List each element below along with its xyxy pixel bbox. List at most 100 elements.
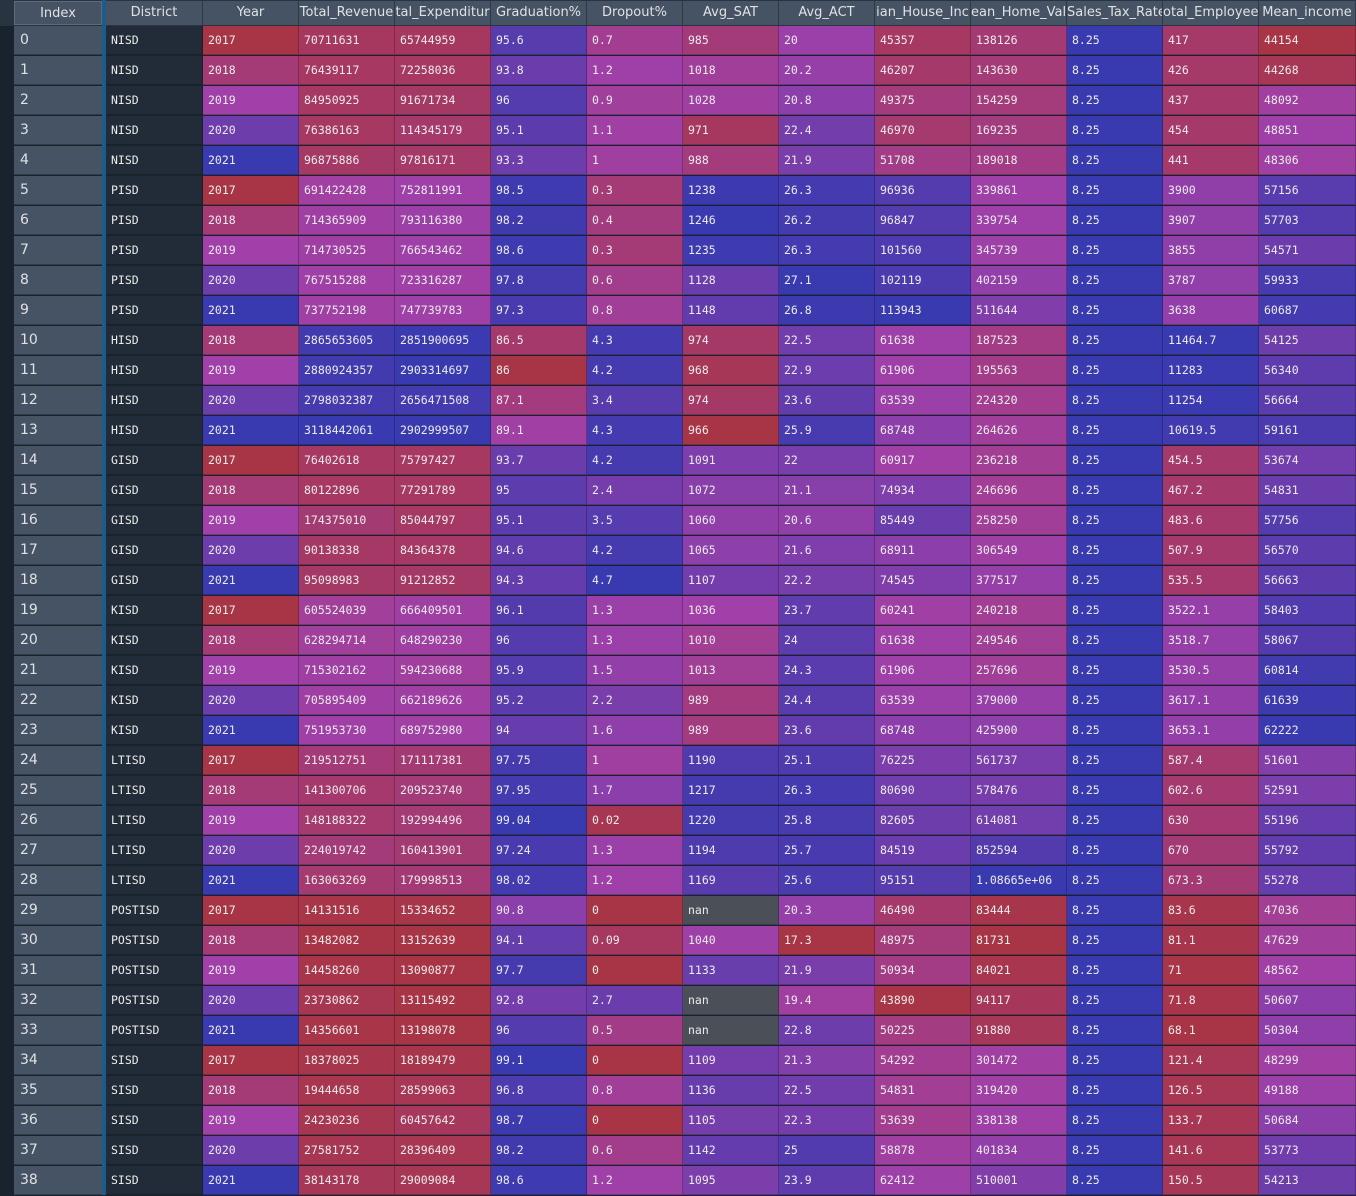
table-cell[interactable]: 22.9 xyxy=(779,356,875,385)
table-cell[interactable]: 98.6 xyxy=(491,1166,587,1195)
table-cell[interactable]: 20.3 xyxy=(779,896,875,925)
table-cell[interactable]: POSTISD xyxy=(106,1016,203,1045)
table-cell[interactable]: 163063269 xyxy=(299,866,395,895)
table-cell[interactable]: 3518.7 xyxy=(1163,626,1259,655)
table-cell[interactable]: 673.3 xyxy=(1163,866,1259,895)
table-cell[interactable]: 26.3 xyxy=(779,236,875,265)
table-cell[interactable]: 98.2 xyxy=(491,206,587,235)
table-cell[interactable]: 767515288 xyxy=(299,266,395,295)
table-cell[interactable]: 535.5 xyxy=(1163,566,1259,595)
table-cell[interactable]: 68748 xyxy=(875,416,971,445)
table-cell[interactable]: 11254 xyxy=(1163,386,1259,415)
table-cell[interactable]: 1133 xyxy=(683,956,779,985)
table-cell[interactable]: 345739 xyxy=(971,236,1067,265)
table-cell[interactable]: 1235 xyxy=(683,236,779,265)
table-cell[interactable]: 55278 xyxy=(1259,866,1356,895)
row-index[interactable]: 1 xyxy=(14,56,102,85)
table-cell[interactable]: 15334652 xyxy=(395,896,491,925)
table-cell[interactable]: 257696 xyxy=(971,656,1067,685)
table-cell[interactable]: 974 xyxy=(683,386,779,415)
table-cell[interactable]: 224320 xyxy=(971,386,1067,415)
table-cell[interactable]: 148188322 xyxy=(299,806,395,835)
table-cell[interactable]: 0.9 xyxy=(587,86,683,115)
table-cell[interactable]: 2017 xyxy=(203,746,299,775)
column-header[interactable]: ian_House_Inc xyxy=(875,1,971,25)
table-cell[interactable]: LTISD xyxy=(106,836,203,865)
table-cell[interactable]: 1136 xyxy=(683,1076,779,1105)
column-header[interactable]: Mean_income xyxy=(1259,1,1356,25)
table-cell[interactable]: 8.25 xyxy=(1067,836,1163,865)
table-cell[interactable]: LTISD xyxy=(106,776,203,805)
table-cell[interactable]: 48299 xyxy=(1259,1046,1356,1075)
table-cell[interactable]: 1107 xyxy=(683,566,779,595)
row-index[interactable]: 17 xyxy=(14,536,102,565)
table-cell[interactable]: 985 xyxy=(683,26,779,55)
table-cell[interactable]: 54213 xyxy=(1259,1166,1356,1195)
table-cell[interactable]: 1217 xyxy=(683,776,779,805)
table-cell[interactable]: 8.25 xyxy=(1067,56,1163,85)
table-cell[interactable]: 614081 xyxy=(971,806,1067,835)
table-cell[interactable]: 98.6 xyxy=(491,236,587,265)
table-cell[interactable]: GISD xyxy=(106,536,203,565)
table-cell[interactable]: 13482082 xyxy=(299,926,395,955)
table-cell[interactable]: 97816171 xyxy=(395,146,491,175)
table-cell[interactable]: KISD xyxy=(106,716,203,745)
table-cell[interactable]: nan xyxy=(683,896,779,925)
row-index[interactable]: 34 xyxy=(14,1046,102,1075)
table-cell[interactable]: 47036 xyxy=(1259,896,1356,925)
table-cell[interactable]: 81.1 xyxy=(1163,926,1259,955)
table-cell[interactable]: 48306 xyxy=(1259,146,1356,175)
table-cell[interactable]: 2017 xyxy=(203,1046,299,1075)
table-cell[interactable]: 76402618 xyxy=(299,446,395,475)
table-cell[interactable]: 80122896 xyxy=(299,476,395,505)
table-cell[interactable]: 62412 xyxy=(875,1166,971,1195)
table-cell[interactable]: 21.9 xyxy=(779,956,875,985)
table-cell[interactable]: 91212852 xyxy=(395,566,491,595)
table-cell[interactable]: 1.2 xyxy=(587,56,683,85)
table-cell[interactable]: 1060 xyxy=(683,506,779,535)
table-cell[interactable]: 171117381 xyxy=(395,746,491,775)
table-cell[interactable]: 25.6 xyxy=(779,866,875,895)
table-cell[interactable]: 2798032387 xyxy=(299,386,395,415)
table-cell[interactable]: 98.7 xyxy=(491,1106,587,1135)
table-cell[interactable]: 306549 xyxy=(971,536,1067,565)
table-cell[interactable]: 99.1 xyxy=(491,1046,587,1075)
row-index[interactable]: 24 xyxy=(14,746,102,775)
table-cell[interactable]: 14131516 xyxy=(299,896,395,925)
row-index[interactable]: 27 xyxy=(14,836,102,865)
table-cell[interactable]: 76225 xyxy=(875,746,971,775)
table-cell[interactable]: 44268 xyxy=(1259,56,1356,85)
table-cell[interactable]: 24230236 xyxy=(299,1106,395,1135)
table-cell[interactable]: 92.8 xyxy=(491,986,587,1015)
table-cell[interactable]: 1194 xyxy=(683,836,779,865)
table-cell[interactable]: 90.8 xyxy=(491,896,587,925)
table-cell[interactable]: 93.3 xyxy=(491,146,587,175)
table-cell[interactable]: 126.5 xyxy=(1163,1076,1259,1105)
table-cell[interactable]: 8.25 xyxy=(1067,866,1163,895)
table-cell[interactable]: 95.9 xyxy=(491,656,587,685)
table-cell[interactable]: 96.1 xyxy=(491,596,587,625)
table-cell[interactable]: 10619.5 xyxy=(1163,416,1259,445)
table-cell[interactable]: 1220 xyxy=(683,806,779,835)
table-cell[interactable]: 54292 xyxy=(875,1046,971,1075)
table-cell[interactable]: 0.8 xyxy=(587,1076,683,1105)
table-cell[interactable]: 52591 xyxy=(1259,776,1356,805)
table-cell[interactable]: 2865653605 xyxy=(299,326,395,355)
table-cell[interactable]: 401834 xyxy=(971,1136,1067,1165)
table-cell[interactable]: 94.6 xyxy=(491,536,587,565)
table-cell[interactable]: 705895409 xyxy=(299,686,395,715)
table-cell[interactable]: 68.1 xyxy=(1163,1016,1259,1045)
table-cell[interactable]: 59161 xyxy=(1259,416,1356,445)
table-cell[interactable]: 0.3 xyxy=(587,176,683,205)
table-cell[interactable]: 2019 xyxy=(203,236,299,265)
table-cell[interactable]: 76439117 xyxy=(299,56,395,85)
table-cell[interactable]: 58878 xyxy=(875,1136,971,1165)
table-cell[interactable]: 20 xyxy=(779,26,875,55)
table-cell[interactable]: 2020 xyxy=(203,1136,299,1165)
table-cell[interactable]: LTISD xyxy=(106,746,203,775)
table-cell[interactable]: NISD xyxy=(106,26,203,55)
table-cell[interactable]: 4.3 xyxy=(587,326,683,355)
table-cell[interactable]: 1148 xyxy=(683,296,779,325)
table-cell[interactable]: 670 xyxy=(1163,836,1259,865)
table-cell[interactable]: 258250 xyxy=(971,506,1067,535)
